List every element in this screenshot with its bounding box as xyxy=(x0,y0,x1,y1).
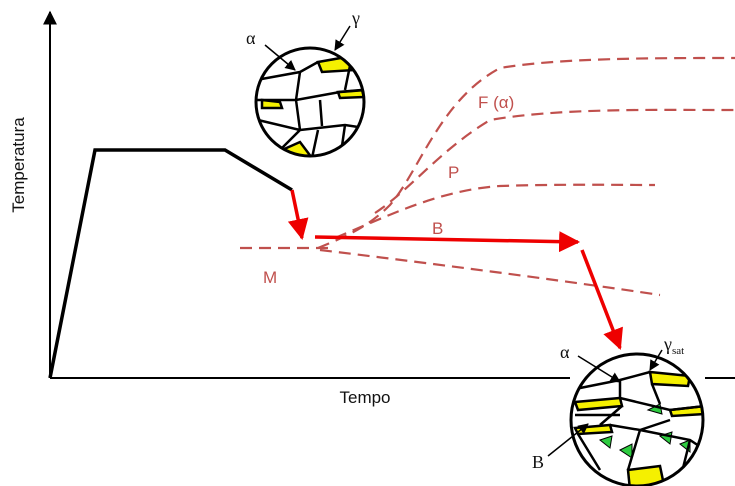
phase-label: B xyxy=(532,452,544,472)
phase-label: γ xyxy=(351,8,360,28)
y-axis-label: Temperatura xyxy=(9,117,28,213)
cooling-path xyxy=(292,190,620,348)
phase-symbol: γ xyxy=(663,334,672,354)
curve-label: F (α) xyxy=(478,93,514,112)
micrograph-start xyxy=(256,26,365,162)
phase-subscript: sat xyxy=(672,345,684,357)
curve-label: B xyxy=(432,219,443,238)
curve-label: M xyxy=(263,268,277,287)
curve-label: P xyxy=(448,163,459,182)
micrograph-end xyxy=(548,350,706,486)
diagram: Temperatura Tempo F (α) P B M α γ α γsat… xyxy=(0,0,735,486)
phase-label: α xyxy=(560,342,570,362)
page: Temperatura Tempo F (α) P B M α γ α γsat… xyxy=(0,0,735,486)
phase-label: α xyxy=(246,28,256,48)
phase-label: γsat xyxy=(663,334,684,357)
x-axis-label: Tempo xyxy=(339,388,390,407)
thermal-path xyxy=(50,150,292,378)
